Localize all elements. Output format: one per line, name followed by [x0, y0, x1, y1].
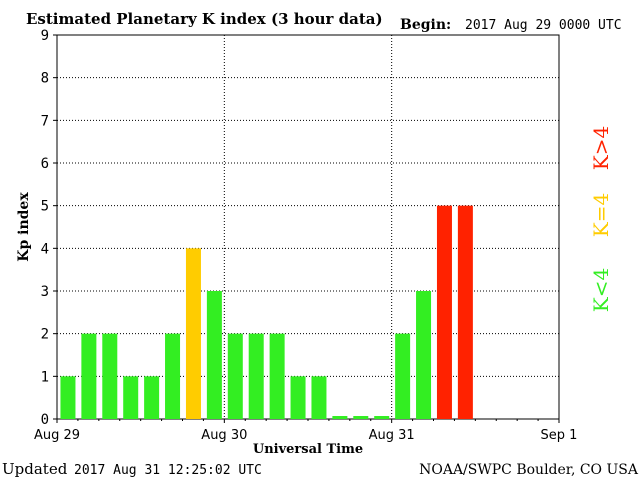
- y-tick-label: 2: [41, 327, 49, 343]
- y-axis-title: Kp index: [16, 192, 32, 262]
- begin-label: Begin:: [400, 17, 451, 33]
- y-tick-label: 5: [41, 199, 49, 215]
- x-tick-label: Aug 29: [34, 428, 80, 443]
- begin-value: 2017 Aug 29 0000 UTC: [465, 18, 622, 33]
- kp-bar: [81, 333, 97, 419]
- kp-bar: [269, 333, 285, 419]
- kp-bar: [60, 376, 76, 419]
- y-tick-label: 8: [41, 71, 49, 87]
- y-axis: 0 1 2 3 4 5 6 7 8 9: [41, 28, 57, 428]
- kp-bar: [206, 291, 222, 419]
- y-tick-label: 3: [41, 284, 49, 300]
- x-tick-label: Aug 31: [369, 428, 415, 443]
- legend: K<4 K=4 K>4: [589, 126, 613, 312]
- kp-bar: [123, 376, 139, 419]
- x-axis-title: Universal Time: [253, 442, 363, 457]
- x-tick-label: Sep 1: [541, 428, 578, 443]
- updated-value: 2017 Aug 31 12:25:02 UTC: [74, 463, 262, 478]
- kp-bar: [290, 376, 306, 419]
- y-tick-label: 1: [41, 369, 49, 385]
- x-tick-label: Aug 30: [201, 428, 247, 443]
- kp-bar: [227, 333, 243, 419]
- kp-bar: [457, 205, 473, 419]
- bars: [60, 205, 473, 419]
- updated-label: Updated: [2, 460, 68, 478]
- kp-bar: [165, 333, 181, 419]
- grid: [57, 35, 559, 419]
- kp-bar: [311, 376, 327, 419]
- legend-item-above: K>4: [589, 126, 613, 170]
- x-axis: Aug 29 Aug 30 Aug 31 Sep 1: [34, 419, 577, 443]
- kp-bar: [102, 333, 118, 419]
- y-tick-label: 0: [41, 412, 49, 428]
- kp-bar: [185, 248, 201, 419]
- legend-item-below: K<4: [589, 268, 613, 312]
- y-tick-label: 6: [41, 156, 49, 172]
- chart-title: Estimated Planetary K index (3 hour data…: [26, 10, 383, 28]
- credit: NOAA/SWPC Boulder, CO USA: [419, 462, 639, 478]
- kp-bar: [374, 416, 390, 419]
- kp-bar: [248, 333, 264, 419]
- kp-bar: [353, 416, 369, 419]
- y-tick-label: 9: [41, 28, 49, 44]
- kp-bar: [436, 205, 452, 419]
- kp-bar: [395, 333, 411, 419]
- legend-item-equal: K=4: [589, 193, 613, 237]
- plot-area: [56, 34, 560, 420]
- y-tick-label: 7: [41, 113, 49, 129]
- kp-bar: [332, 416, 348, 419]
- kp-bar: [144, 376, 160, 419]
- y-tick-label: 4: [41, 241, 49, 257]
- kp-bar: [416, 291, 432, 419]
